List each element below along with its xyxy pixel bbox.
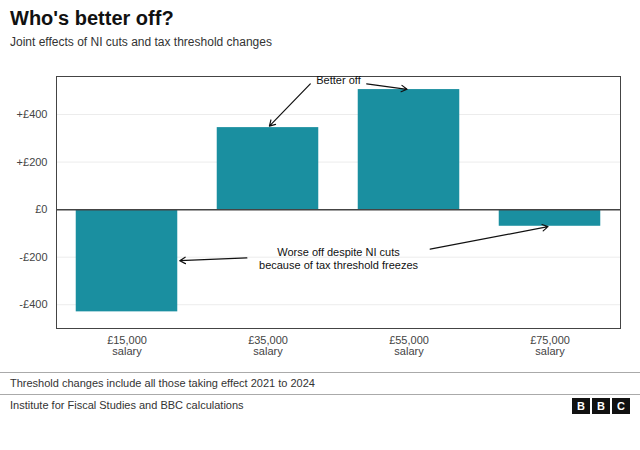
svg-text:£75,000salary: £75,000salary <box>530 334 570 357</box>
html-text:B: B <box>577 400 585 412</box>
html-text:Who's better off?: Who's better off? <box>10 7 174 29</box>
svg-text:£0: £0 <box>35 203 47 215</box>
html-text:B: B <box>597 400 605 412</box>
svg-text:+£400: +£400 <box>17 108 48 120</box>
html-text:C: C <box>617 400 625 412</box>
svg-text:+£200: +£200 <box>17 156 48 168</box>
html-text:Institute for Fiscal Studies a: Institute for Fiscal Studies and BBC cal… <box>10 399 244 411</box>
html-text:Threshold changes include all: Threshold changes include all those taki… <box>10 377 315 389</box>
html-text:Joint effects of NI cuts and t: Joint effects of NI cuts and tax thresho… <box>10 35 272 49</box>
svg-text:£35,000salary: £35,000salary <box>248 334 288 357</box>
svg-text:Worse off despite NI cutsbecau: Worse off despite NI cutsbecause of tax … <box>259 246 418 271</box>
svg-text:£15,000salary: £15,000salary <box>107 334 147 357</box>
svg-text:£55,000salary: £55,000salary <box>389 334 429 357</box>
svg-text:Better off: Better off <box>316 74 361 86</box>
svg-text:-£400: -£400 <box>19 298 47 310</box>
svg-text:-£200: -£200 <box>19 251 47 263</box>
